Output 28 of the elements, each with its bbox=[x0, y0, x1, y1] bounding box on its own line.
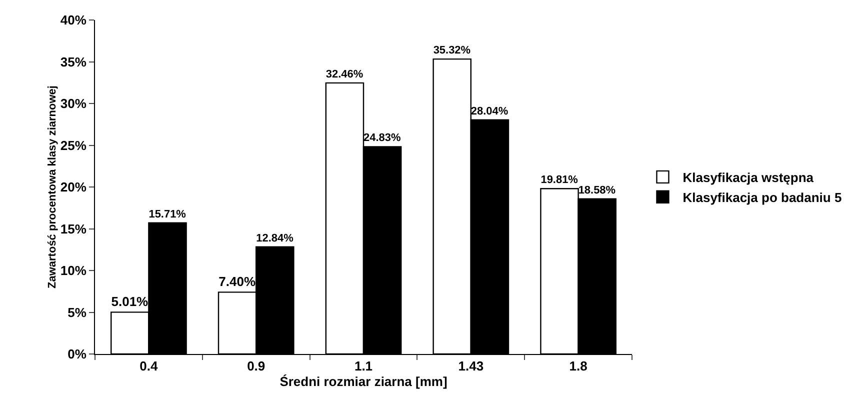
y-tick-label: 30% bbox=[60, 96, 87, 112]
legend-label: Klasyfikacja wstępna bbox=[682, 170, 814, 186]
y-tick-label: 0% bbox=[68, 346, 87, 362]
x-tick-label: 0.4 bbox=[140, 358, 159, 374]
y-tick-label: 20% bbox=[60, 180, 87, 195]
x-tick-label: 0.9 bbox=[247, 358, 266, 374]
data-label: 7.40% bbox=[218, 274, 256, 290]
x-tick-label: 1.43 bbox=[458, 358, 484, 374]
data-label: 12.84% bbox=[256, 232, 294, 244]
legend-label: Klasyfikacja po badaniu 5 bbox=[682, 190, 842, 205]
data-label: 15.71% bbox=[148, 208, 186, 220]
data-label: 28.04% bbox=[470, 105, 508, 118]
data-label: 35.32% bbox=[433, 44, 471, 57]
y-tick-label: 25% bbox=[60, 138, 87, 153]
data-label: 32.46% bbox=[326, 68, 364, 80]
data-label: 19.81% bbox=[540, 174, 578, 186]
data-label: 24.83% bbox=[364, 132, 401, 144]
data-label: 18.58% bbox=[578, 184, 616, 196]
y-tick-label: 10% bbox=[60, 263, 87, 278]
y-tick-label: 40% bbox=[60, 12, 87, 28]
y-tick-label: 5% bbox=[68, 304, 87, 320]
x-tick-label: 1.1 bbox=[354, 358, 373, 374]
x-axis-title: Średni rozmiar ziarna [mm] bbox=[280, 374, 448, 390]
y-axis-title: Zawartość procentowa klasy ziarnowej bbox=[46, 86, 58, 288]
data-label: 5.01% bbox=[111, 294, 149, 310]
x-tick-label: 1.8 bbox=[569, 358, 588, 374]
y-tick-label: 15% bbox=[60, 221, 87, 236]
y-tick-label: 35% bbox=[60, 54, 87, 70]
